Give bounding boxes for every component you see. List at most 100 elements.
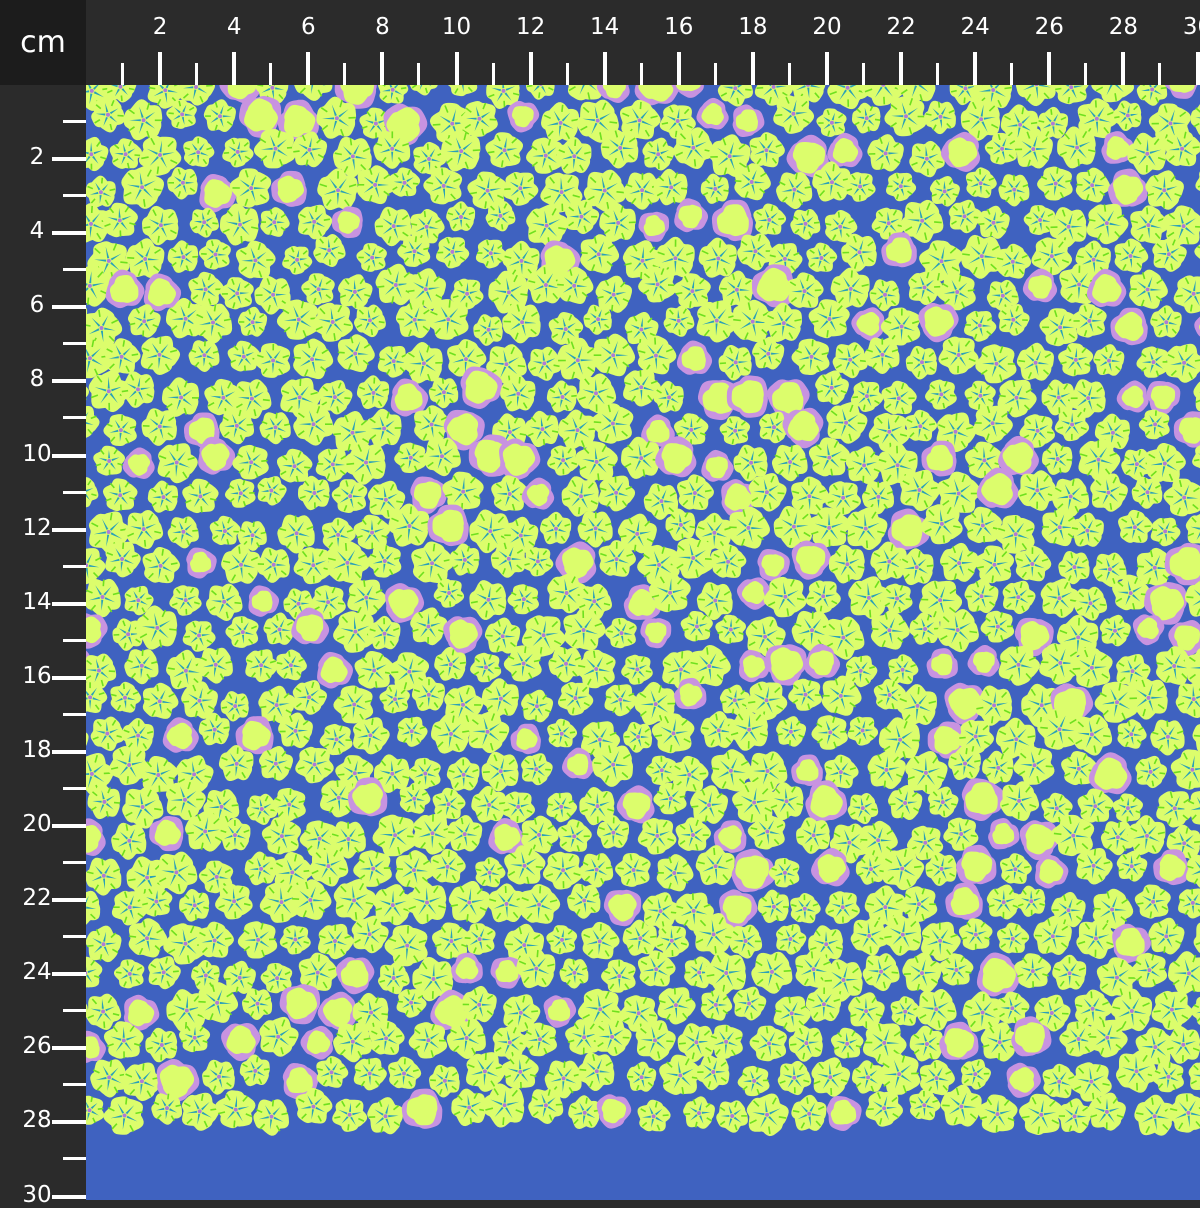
flower-center [107,389,111,393]
flower-center [1011,260,1015,264]
flower-center [1057,596,1061,600]
flower-center [1115,700,1119,704]
flower-center [383,632,387,636]
flower-center [827,456,831,460]
flower-center [828,317,832,321]
flower-center [734,360,738,364]
flower-center [196,150,200,154]
flower-center [544,154,548,158]
flower-center [782,321,786,325]
flower-center [486,189,490,193]
flower-vein [108,743,109,749]
flower-vein [852,397,858,398]
flower-vein [1026,218,1031,219]
flower-center [105,732,109,736]
flower-center [238,223,242,227]
flower-center [142,319,146,323]
flower-center [447,591,451,595]
flower-center [939,392,943,396]
flower-vein [748,702,755,703]
flower-center [442,390,446,394]
flower-vein [1152,319,1158,320]
flower-vein [316,206,317,212]
flower-vein [1047,432,1053,433]
flower-center [127,763,131,767]
flower-center [274,425,278,429]
tick [63,565,86,568]
flower-vein [607,631,613,632]
flower-center [519,534,523,538]
ruler-label: 30 [0,1182,78,1208]
flower-vein [929,424,935,425]
flower-center [992,221,996,225]
flower-center [899,184,903,188]
flower-vein [1055,89,1061,90]
flower-vein [149,88,155,89]
flower-center [487,598,491,602]
flower-vein [524,637,532,638]
tick [63,491,86,494]
flower-center [382,427,386,431]
flower-center [97,669,101,673]
flower-center [657,563,661,567]
flower-center [89,222,93,226]
ruler-label: 2 [130,14,190,40]
flower-center [611,353,615,357]
flower-center [1054,182,1058,186]
flower-center [733,86,737,90]
tick [1084,63,1087,85]
ruler-label: 28 [1093,14,1153,40]
flower-center [107,459,111,463]
tick [751,52,755,85]
flower-vein [676,131,677,137]
flower-vein [265,628,271,629]
flower-vein [855,639,863,640]
flower-center [184,317,188,321]
flower-center [880,353,884,357]
flower-center [522,597,526,601]
flower-center [917,488,921,492]
flower-center [239,563,243,567]
flower-center [772,85,776,89]
flower-vein [868,127,869,132]
flower-center [564,662,568,666]
flower-center [180,112,184,116]
flower-vein [184,637,190,638]
flower-center [335,737,339,741]
flower-center [669,185,673,189]
flower-vein [241,236,242,243]
flower-vein [273,477,274,482]
flower-vein [434,544,435,552]
flower-center [413,318,417,322]
flower-center [733,429,737,433]
ruler-label: 22 [871,14,931,40]
flower-center [865,116,869,120]
flower-vein [589,429,596,430]
flower-vein [573,708,574,714]
flower-center [143,257,147,261]
unit-label: cm [0,0,86,85]
tick [63,1157,86,1160]
flower-center [1087,319,1091,323]
flower-center [368,318,372,322]
flower-center [1036,429,1040,433]
flower-center [214,253,218,257]
flower-center [830,180,834,184]
flower-center [898,738,902,742]
flower-center [155,626,159,630]
flower-vein [641,272,642,279]
flower-vein [1038,206,1039,211]
flower-center [887,430,891,434]
flower-vein [88,298,89,305]
flower-center [828,730,832,734]
flower-center [956,628,960,632]
flower-center [660,499,664,503]
flower-center [1145,152,1149,156]
flower-center [803,289,807,293]
flower-center [1074,358,1078,362]
flower-center [783,257,787,261]
flower-vein [1176,462,1183,463]
flower-vein [391,346,392,352]
tick [63,120,86,123]
tick [862,63,865,85]
